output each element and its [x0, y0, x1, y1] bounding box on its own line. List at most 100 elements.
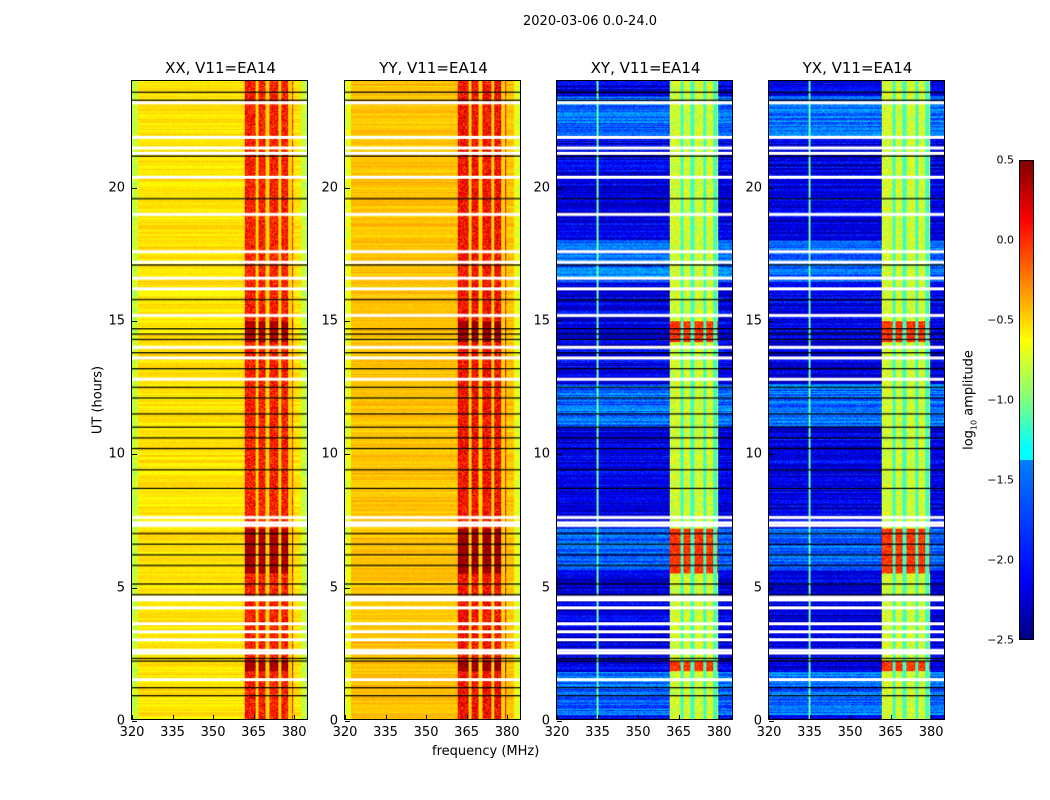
x-tick-label: 320: [119, 725, 145, 740]
panel-title: XX, V11=EA14: [165, 59, 276, 77]
x-tick-label: 380: [706, 725, 732, 740]
y-tick-label: 15: [745, 313, 762, 329]
y-tick-mark: [557, 587, 562, 589]
y-tick-mark: [345, 721, 350, 722]
colorbar-label: log10 amplitude: [961, 350, 979, 450]
colorbar-tick-label: −2.0: [987, 553, 1014, 567]
x-tick-mark: [213, 715, 215, 720]
y-tick-mark: [132, 454, 137, 456]
y-tick-mark: [132, 187, 137, 189]
y-tick-mark: [557, 454, 562, 456]
y-tick-label: 20: [321, 180, 338, 196]
y-tick-mark: [132, 721, 137, 722]
y-tick-label: 15: [108, 313, 125, 329]
y-tick-label: 10: [745, 446, 762, 462]
x-tick-label: 335: [373, 725, 398, 740]
y-tick-mark: [132, 321, 137, 322]
x-tick-mark: [426, 715, 428, 720]
y-tick-mark: [769, 187, 774, 189]
y-tick-label: 20: [533, 180, 550, 196]
y-tick-label: 5: [329, 580, 338, 596]
x-tick-label: 365: [241, 725, 267, 740]
x-tick-mark: [638, 715, 640, 720]
y-tick-label: 0: [329, 713, 338, 729]
x-tick-label: 350: [837, 725, 863, 740]
x-tick-label: 380: [494, 725, 520, 740]
y-tick-mark: [557, 321, 562, 322]
y-tick-mark: [557, 721, 562, 722]
heatmap-image: [132, 81, 307, 719]
heatmap-image: [769, 81, 944, 719]
colorbar: [1019, 160, 1034, 640]
x-axis-label: frequency (MHz): [432, 744, 540, 759]
heatmap-panel-2: XY, V11=EA14 320 335 350 365 380 0 5 10 15 20: [533, 59, 733, 740]
heatmap-panel-1: YY, V11=EA14 320 335 350 365 380 0 5 10 15 20: [321, 59, 521, 740]
colorbar-tick-label: −0.5: [987, 313, 1014, 327]
heatmap-panel-3: YX, V11=EA14 320 335 350 365 380 0 5 10 15 20: [745, 59, 945, 740]
colorbar-tick-label: 0.5: [996, 153, 1015, 167]
x-tick-label: 335: [585, 725, 610, 740]
x-tick-label: 380: [281, 725, 307, 740]
heatmap-image: [345, 81, 520, 719]
x-tick-label: 350: [200, 725, 226, 740]
x-tick-mark: [809, 715, 811, 720]
x-tick-label: 380: [918, 725, 944, 740]
y-tick-mark: [345, 321, 350, 322]
y-tick-label: 5: [116, 580, 125, 596]
x-tick-mark: [890, 715, 892, 720]
x-tick-mark: [253, 715, 255, 720]
colorbar-tick-label: −1.5: [987, 473, 1014, 487]
y-tick-label: 20: [745, 180, 762, 196]
x-tick-mark: [597, 715, 599, 720]
x-tick-label: 365: [454, 725, 480, 740]
y-tick-label: 20: [108, 180, 125, 196]
colorbar-tick-label: 0.0: [996, 233, 1015, 247]
x-tick-mark: [719, 715, 721, 720]
x-tick-mark: [557, 715, 558, 720]
x-tick-mark: [294, 715, 296, 720]
x-tick-mark: [385, 715, 387, 720]
heatmap-panel-0: XX, V11=EA14 320 335 350 365 380 0 5 10 15 20: [108, 59, 308, 740]
x-tick-mark: [345, 715, 346, 720]
x-tick-label: 350: [625, 725, 651, 740]
panel-title: YY, V11=EA14: [379, 59, 488, 77]
x-tick-mark: [507, 715, 509, 720]
heatmap-image: [557, 81, 732, 719]
x-tick-label: 335: [797, 725, 822, 740]
x-tick-mark: [172, 715, 174, 720]
y-tick-mark: [345, 587, 350, 589]
x-tick-label: 365: [666, 725, 692, 740]
figure-title: 2020-03-06 0.0-24.0: [523, 14, 657, 29]
y-axis-label: UT (hours): [90, 365, 106, 435]
y-tick-mark: [345, 454, 350, 456]
y-tick-mark: [132, 587, 137, 589]
y-tick-label: 10: [321, 446, 338, 462]
y-tick-label: 10: [533, 446, 550, 462]
x-tick-mark: [850, 715, 852, 720]
y-tick-label: 0: [116, 713, 125, 729]
x-tick-label: 335: [160, 725, 185, 740]
y-tick-label: 5: [753, 580, 762, 596]
y-tick-mark: [769, 321, 774, 322]
panel-title: XY, V11=EA14: [590, 59, 701, 77]
y-tick-label: 15: [533, 313, 550, 329]
colorbar-tick-label: −1.0: [987, 393, 1014, 407]
x-tick-label: 320: [756, 725, 782, 740]
y-tick-mark: [557, 187, 562, 189]
y-tick-label: 5: [541, 580, 550, 596]
y-tick-mark: [345, 187, 350, 189]
y-tick-mark: [769, 721, 774, 722]
x-tick-mark: [466, 715, 468, 720]
y-tick-label: 10: [108, 446, 125, 462]
x-tick-label: 365: [878, 725, 904, 740]
colorbar-tick-label: −2.5: [987, 633, 1014, 647]
x-tick-label: 350: [413, 725, 439, 740]
x-tick-label: 320: [332, 725, 358, 740]
y-tick-mark: [769, 454, 774, 456]
y-tick-label: 0: [541, 713, 550, 729]
x-tick-mark: [769, 715, 770, 720]
x-tick-mark: [132, 715, 133, 720]
x-tick-label: 320: [544, 725, 570, 740]
y-tick-label: 0: [753, 713, 762, 729]
